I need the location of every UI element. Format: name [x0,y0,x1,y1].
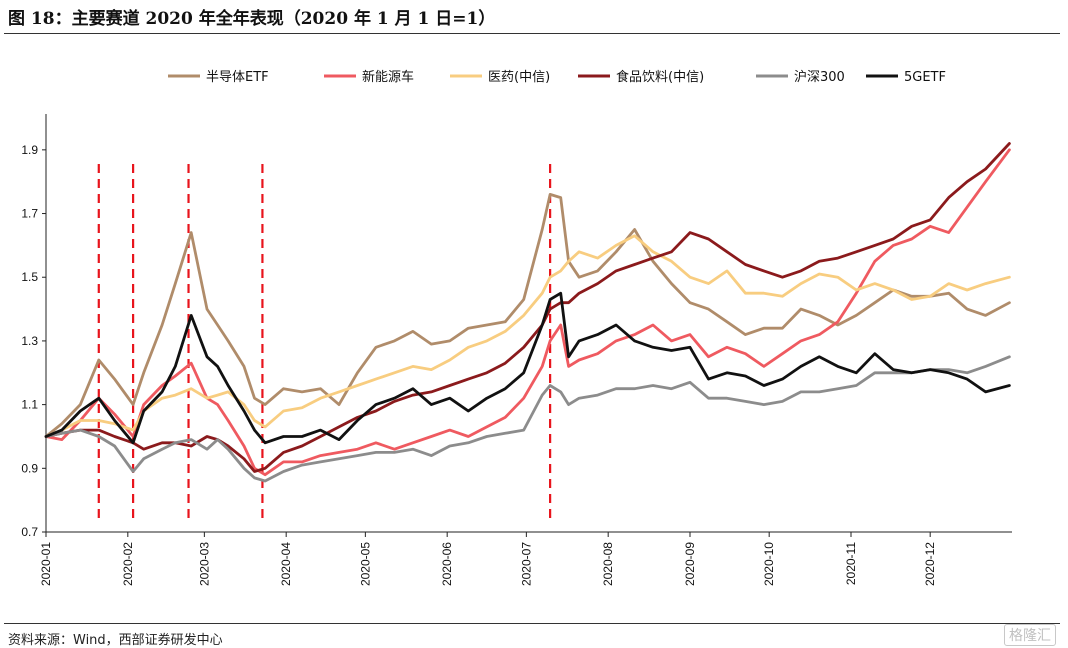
chart-series [44,142,1011,483]
top-rule [4,33,1060,34]
figure-title: 图 18：主要赛道 2020 年全年表现（2020 年 1 月 1 日=1） [8,9,496,29]
chart-axes: 0.7 0.9 1.1 1.3 1.5 1.7 1.9 2020-01 2020-02 2020-… [21,114,1012,586]
x-tick-label: 2020-09 [683,542,697,586]
legend-label: 5GETF [904,70,946,85]
bottom-rule [4,623,1060,624]
y-tick-label: 1.7 [21,207,38,221]
watermark-logo: 格隆汇 [1004,624,1056,646]
legend-label: 半导体ETF [206,70,269,85]
x-tick-label: 2020-10 [762,542,776,586]
series-line [44,355,1011,483]
legend-label: 医药(中信) [488,70,550,85]
y-tick-label: 1.1 [21,398,38,412]
x-tick-label: 2020-02 [121,542,135,586]
x-tick-label: 2020-04 [279,542,293,586]
y-tick-label: 0.7 [21,525,38,539]
event-markers [97,164,552,524]
x-tick-label: 2020-08 [601,542,615,586]
x-tick-label: 2020-07 [519,542,533,586]
x-tick-label: 2020-12 [923,542,937,586]
y-tick-label: 1.3 [21,334,38,348]
series-line [44,142,1011,473]
series-line [44,148,1011,477]
x-tick-label: 2020-11 [844,542,858,585]
chart-legend: 半导体ETF 新能源车 医药(中信) 食品饮料(中信) 沪深300 5GETF [168,69,946,85]
x-tick-label: 2020-03 [197,542,211,586]
y-tick-label: 1.9 [21,143,38,157]
y-tick-label: 0.9 [21,461,38,475]
x-tick-label: 2020-01 [39,542,53,586]
series-line [44,234,1011,438]
source-note: 资料来源：Wind，西部证券研发中心 [8,633,223,648]
legend-label: 新能源车 [362,69,414,85]
y-tick-label: 1.5 [21,270,38,284]
legend-label: 沪深300 [794,69,845,85]
x-tick-label: 2020-06 [440,542,454,586]
legend-label: 食品饮料(中信) [616,69,704,85]
chart: 半导体ETF 新能源车 医药(中信) 食品饮料(中信) 沪深300 5GETF 0.70.… [21,69,1012,586]
series-line [44,291,1011,445]
series-line [44,192,1011,438]
x-tick-label: 2020-05 [358,542,372,586]
